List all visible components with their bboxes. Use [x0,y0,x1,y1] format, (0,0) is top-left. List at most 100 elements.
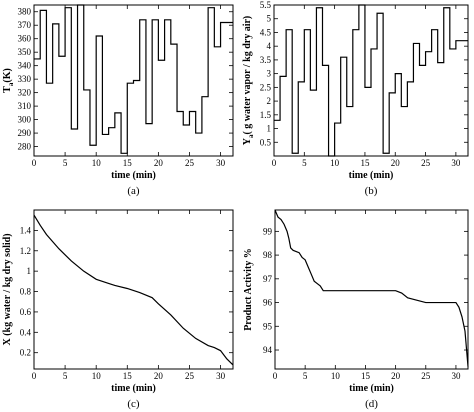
data-point [208,345,209,346]
data-point [299,252,300,253]
chart-panel-a: 0 5 10 15 20 25 30 280 290 300 310 320 330 340 350 360 3… [2,4,234,197]
data-point [298,81,299,82]
x-tick-label: 0 [32,158,37,168]
data-point [443,7,444,8]
data-point [77,4,78,5]
data-point [314,281,315,282]
data-point [317,283,318,284]
y-tick-label: 1 [27,266,32,276]
data-point [33,214,34,215]
y-tick-label: 300 [18,115,32,125]
y-tick-label: 0.5 [260,137,272,147]
data-point [419,65,420,66]
data-point [114,112,115,113]
data-point [133,80,134,81]
data-point [389,92,390,93]
data-point [46,234,47,235]
panel-caption: (c) [127,398,140,410]
data-point [461,40,462,41]
y-tick-label: 1.5 [260,110,272,120]
y-tick-label: 2.5 [260,82,272,92]
x-tick-label: 25 [421,158,431,168]
y-tick-label: 340 [18,61,32,71]
data-point [273,120,274,121]
x-tick-label: 20 [154,158,164,168]
y-tick-label: 4.5 [260,27,272,37]
data-point [316,7,317,8]
x-axis-label: time (min) [349,383,394,394]
data-point [89,145,90,146]
data-point [139,292,140,293]
data-point [274,209,275,210]
data-point [340,57,341,58]
data-point [114,285,115,286]
chart-panel-c: 0 5 10 15 20 25 30 0.2 0.4 0.6 0.8 1 1.2 1.4 time (min… [2,209,234,410]
data-point [46,83,47,84]
x-tick-label: 5 [303,371,308,381]
data-point [364,87,365,88]
y-axis-label-units: (K) [2,68,13,82]
y-tick-label: 94 [263,345,273,355]
data-point [127,83,128,84]
x-axis-label: time (min) [111,383,156,394]
y-tick-label: 95 [263,321,273,331]
data-point [58,248,59,249]
y-tick-label: 3.5 [260,55,272,65]
y-tick-label: 350 [18,47,32,57]
plot-frame [33,4,234,157]
data-point [183,328,184,329]
chart-panel-b: 0 5 10 15 20 25 30 0.5 1 1.5 2 2.5 3 3.5 4 4.5 5 5.5 time … [242,0,469,197]
data-point [277,217,278,218]
x-tick-label: 0 [32,371,37,381]
y-tick-label: 330 [18,74,32,84]
data-point [310,90,311,91]
series-line-b [274,4,468,157]
data-point [383,153,384,154]
x-tick-label: 5 [302,158,307,168]
data-point [401,106,402,107]
data-point [370,48,371,49]
y-axis-label: Ya( g water vapor / kg dry air) [242,16,255,146]
y-tick-label: 0.8 [20,287,32,297]
x-tick-label: 15 [360,158,370,168]
x-tick-label: 10 [92,371,102,381]
data-point [376,13,377,14]
data-point [334,122,335,123]
data-point [158,60,159,61]
panel-caption: (b) [365,185,378,197]
series-line-c [33,214,234,366]
data-point [226,22,227,23]
data-point [170,314,171,315]
data-point [455,40,456,41]
data-point [152,297,153,298]
data-point [286,29,287,30]
data-point [139,19,140,20]
data-point [365,290,366,291]
data-point [183,124,184,125]
y-axis-label-subscript: a [7,82,15,86]
plot-frame [33,209,234,370]
data-point [195,132,196,133]
data-point [120,153,121,154]
data-point [214,46,215,47]
data-point [292,153,293,154]
y-tick-label: 380 [18,7,32,17]
y-axis-label-symbol: Y [242,137,253,145]
panel-caption: (a) [127,185,140,197]
data-point [40,10,41,11]
data-point [431,29,432,30]
data-point [83,89,84,90]
series-line-a [34,4,233,154]
x-tick-label: 20 [391,158,401,168]
data-point [83,271,84,272]
data-point [152,19,153,20]
data-point [176,111,177,112]
data-point [108,283,109,284]
y-tick-label: 1.2 [20,246,31,256]
data-point [328,155,329,156]
data-point [279,76,280,77]
y-tick-label: 3 [267,69,272,79]
data-point [208,7,209,8]
chart-panel-d: 0 5 10 15 20 25 30 94 95 96 97 98 99 time (min) Produc… [243,209,469,410]
x-tick-label: 5 [63,371,68,381]
